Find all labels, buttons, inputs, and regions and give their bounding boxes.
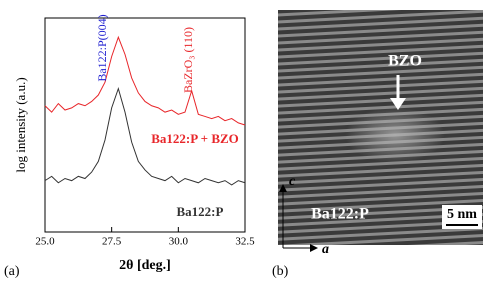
bzo-label: BZO xyxy=(388,53,422,70)
y-axis-label: log intensity (a.u.) xyxy=(13,77,28,172)
x-tick-label: 27.5 xyxy=(102,236,122,248)
bzo-particle xyxy=(345,107,445,163)
data-line xyxy=(44,86,246,186)
x-tick-label: 25.0 xyxy=(35,236,55,248)
x-axis-label: 2θ [deg.] xyxy=(119,258,171,273)
c-axis-label: c xyxy=(289,174,296,189)
plot-frame xyxy=(44,17,246,233)
series-label: Ba122:P xyxy=(177,204,224,219)
x-tick-label: 30.0 xyxy=(169,236,189,248)
matrix-label: Ba122:P xyxy=(311,206,369,223)
peak-annotation: Ba122:P(004) xyxy=(95,14,109,81)
a-axis-label: a xyxy=(322,242,329,257)
scale-bar-label: 5 nm xyxy=(447,207,477,222)
panel-label: (a) xyxy=(4,264,20,279)
panel-label: (b) xyxy=(272,264,289,279)
peak-annotation: BaZrO₃ (110) xyxy=(181,27,195,93)
bzo-arrow-head xyxy=(390,98,406,110)
c-axis-head xyxy=(279,184,287,192)
x-tick-label: 32.5 xyxy=(235,236,255,248)
series-label: Ba122:P + BZO xyxy=(151,131,239,146)
data-line xyxy=(44,35,246,126)
a-axis-head xyxy=(310,244,318,252)
